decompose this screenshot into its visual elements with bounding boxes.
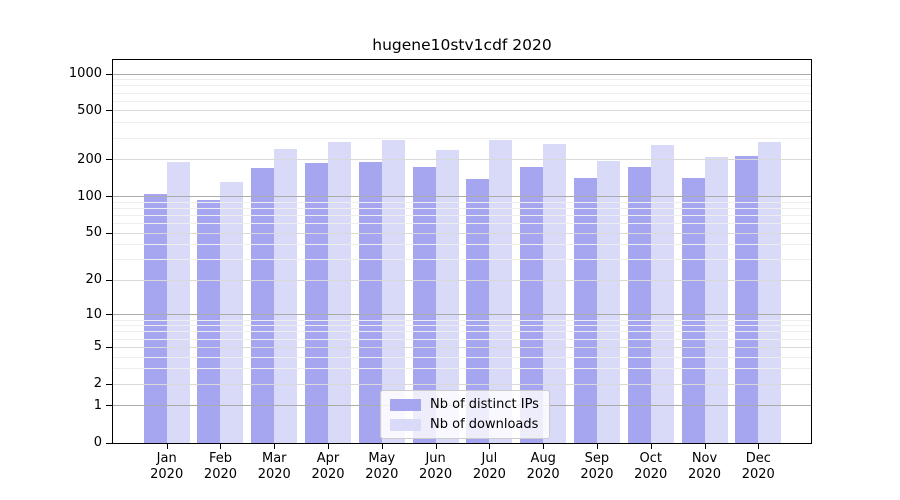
ytick-label-5: 5 (93, 339, 102, 355)
bar-ips-jan (143, 193, 167, 443)
ytick-mark (106, 346, 112, 348)
ytick-label-1: 1 (93, 397, 102, 413)
xtick-mark-may (381, 444, 383, 449)
xtick-label-aug: Aug 2020 (526, 451, 560, 482)
legend-label: Nb of distinct IPs (430, 397, 539, 412)
bar-downloads-feb (220, 182, 244, 443)
ytick-label-0: 0 (93, 435, 102, 450)
xtick-mark-jul (489, 444, 491, 449)
bar-ips-dec (735, 155, 759, 443)
chart-title: hugene10stv1cdf 2020 (372, 36, 552, 54)
xtick-label-nov: Nov 2020 (687, 451, 722, 482)
ytick-label-200: 200 (77, 151, 102, 167)
ytick-label-100: 100 (77, 188, 102, 204)
xtick-mark-apr (328, 444, 330, 449)
bar-ips-oct (627, 167, 651, 443)
xtick-mark-jan (166, 444, 168, 449)
xtick-mark-sep (596, 444, 598, 449)
xtick-mark-jun (435, 444, 437, 449)
bar-ips-jul (466, 179, 490, 443)
ytick-label-50: 50 (85, 225, 102, 240)
bar-ips-feb (197, 199, 221, 443)
xtick-label-dec: Dec 2020 (741, 451, 775, 482)
ytick-label-2: 2 (93, 376, 102, 392)
xtick-mark-nov (704, 444, 706, 449)
xtick-mark-dec (758, 444, 760, 449)
ytick-mark (106, 442, 112, 444)
ytick-mark (106, 73, 112, 75)
bar-ips-sep (573, 177, 597, 443)
legend-label: Nb of downloads (430, 417, 539, 432)
ytick-mark (106, 159, 112, 161)
ytick-label-20: 20 (85, 272, 102, 288)
xtick-label-jun: Jun 2020 (419, 451, 453, 482)
bar-ips-nov (681, 177, 705, 443)
legend-swatch-distinct-ips (390, 398, 421, 411)
xtick-label-jul: Jul 2020 (472, 451, 506, 482)
bar-ips-jun (412, 166, 436, 443)
xtick-mark-aug (543, 444, 545, 449)
ytick-label-1000: 1000 (68, 66, 102, 81)
bar-ips-apr (305, 162, 329, 443)
xtick-label-may: May 2020 (365, 451, 399, 482)
bar-downloads-nov (704, 156, 728, 443)
xtick-label-oct: Oct 2020 (634, 451, 668, 482)
legend-item-downloads: Nb of downloads (390, 417, 539, 432)
ytick-label-10: 10 (85, 306, 102, 322)
ytick-mark (106, 405, 112, 407)
bar-downloads-jan (166, 161, 190, 443)
bar-downloads-aug (543, 143, 567, 443)
bar-ips-mar (251, 168, 275, 443)
xtick-label-apr: Apr 2020 (311, 451, 345, 482)
bar-downloads-oct (650, 144, 674, 443)
xtick-label-feb: Feb 2020 (203, 451, 238, 482)
ytick-mark (106, 314, 112, 316)
xtick-mark-feb (220, 444, 222, 449)
bar-downloads-mar (274, 148, 298, 443)
bar-ips-aug (520, 167, 544, 443)
xtick-label-sep: Sep 2020 (580, 451, 614, 482)
bar-downloads-may (381, 140, 405, 443)
legend: Nb of distinct IPs Nb of downloads (380, 390, 550, 439)
ytick-mark (106, 383, 112, 385)
plot-area: Nb of distinct IPs Nb of downloads (112, 59, 812, 444)
xtick-label-mar: Mar 2020 (257, 451, 291, 482)
bar-downloads-sep (596, 160, 620, 443)
ytick-mark (106, 279, 112, 281)
bar-downloads-apr (328, 141, 352, 443)
bars-layer (113, 60, 811, 443)
ytick-mark (106, 196, 112, 197)
legend-item-distinct-ips: Nb of distinct IPs (390, 397, 539, 412)
xtick-label-jan: Jan 2020 (150, 451, 184, 482)
ytick-mark (106, 232, 112, 234)
bar-downloads-dec (758, 141, 782, 443)
bar-ips-may (358, 162, 382, 443)
ytick-mark (106, 110, 112, 112)
xtick-mark-oct (650, 444, 652, 449)
legend-swatch-downloads (390, 418, 421, 431)
xtick-mark-mar (274, 444, 276, 449)
ytick-label-500: 500 (77, 102, 102, 118)
